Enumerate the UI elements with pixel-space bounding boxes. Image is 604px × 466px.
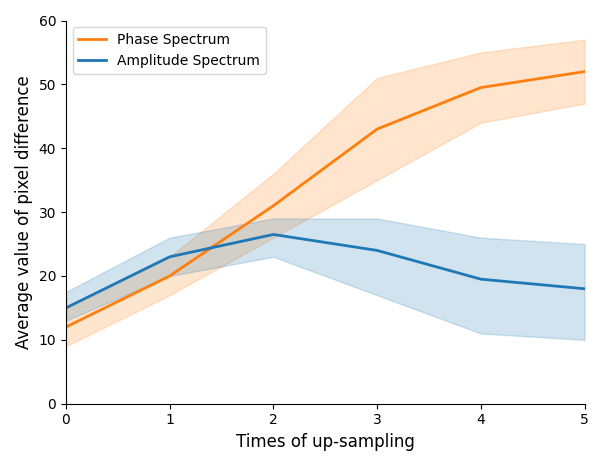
Phase Spectrum [166,273,173,279]
X-axis label: Times of up-sampling: Times of up-sampling [236,433,415,451]
Phase Spectrum [373,126,381,132]
Line: Amplitude Spectrum: Amplitude Spectrum [66,234,585,308]
Phase Spectrum [477,85,484,90]
Amplitude Spectrum [270,232,277,237]
Legend: Phase Spectrum, Amplitude Spectrum: Phase Spectrum, Amplitude Spectrum [73,27,266,74]
Amplitude Spectrum [62,305,69,311]
Amplitude Spectrum [581,286,588,292]
Amplitude Spectrum [373,247,381,253]
Y-axis label: Average value of pixel difference: Average value of pixel difference [15,75,33,349]
Phase Spectrum [270,203,277,208]
Phase Spectrum [62,324,69,330]
Amplitude Spectrum [477,276,484,282]
Amplitude Spectrum [166,254,173,260]
Phase Spectrum [581,69,588,75]
Line: Phase Spectrum: Phase Spectrum [66,72,585,327]
